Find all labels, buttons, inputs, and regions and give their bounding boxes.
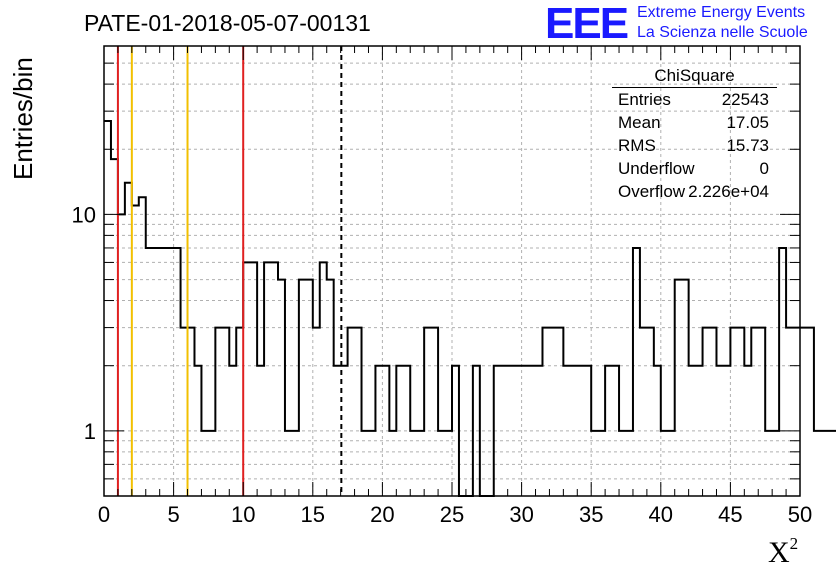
- stats-value: 22543: [721, 90, 769, 109]
- x-tick-label: 50: [788, 502, 812, 527]
- x-tick-label: 30: [509, 502, 533, 527]
- x-tick-label: 25: [440, 502, 464, 527]
- stats-key: Mean: [618, 113, 661, 132]
- stats-row-mean: Mean 17.05: [612, 113, 777, 136]
- x-tick-label: 5: [167, 502, 179, 527]
- stats-header: ChiSquare: [612, 66, 777, 88]
- y-tick-label: 1: [84, 419, 96, 444]
- stats-key: Entries: [618, 90, 671, 109]
- eee-logo: EEE: [545, 0, 629, 48]
- stats-key: RMS: [618, 136, 656, 155]
- stats-row-rms: RMS 15.73: [612, 136, 777, 159]
- stats-row-overflow: Overflow 2.226e+04: [612, 182, 777, 205]
- stats-row-entries: Entries 22543: [612, 90, 777, 113]
- stats-value: 2.226e+04: [688, 182, 769, 201]
- y-axis-label: Entries/bin: [8, 57, 38, 180]
- x-axis-label-base: X: [768, 536, 790, 569]
- stats-key: Overflow: [618, 182, 686, 201]
- stats-value: 15.73: [726, 136, 769, 155]
- stats-box: ChiSquare Entries 22543 Mean 17.05 RMS 15.7…: [612, 66, 777, 205]
- x-tick-label: 45: [718, 502, 742, 527]
- x-tick-label: 20: [370, 502, 394, 527]
- histogram-line: [104, 120, 836, 497]
- x-tick-label: 35: [579, 502, 603, 527]
- stats-value: 0: [759, 159, 769, 178]
- x-tick-label: 15: [301, 502, 325, 527]
- x-axis-label-exponent: 2: [789, 534, 799, 553]
- stats-key: Underflow: [618, 159, 695, 178]
- y-tick-label: 10: [72, 202, 96, 227]
- logo-caption-line1: Extreme Energy Events: [637, 4, 806, 21]
- x-tick-label: 40: [649, 502, 673, 527]
- stats-row-underflow: Underflow 0: [612, 159, 777, 182]
- logo-caption-line2: La Scienza nelle Scuole: [637, 24, 808, 41]
- chart-title: PATE-01-2018-05-07-00131: [84, 10, 371, 36]
- x-tick-label: 0: [98, 502, 110, 527]
- logo-caption: Extreme Energy Events La Scienza nelle S…: [637, 3, 808, 43]
- x-axis-label: X2: [768, 534, 799, 570]
- x-tick-label: 10: [231, 502, 255, 527]
- stats-value: 17.05: [726, 113, 769, 132]
